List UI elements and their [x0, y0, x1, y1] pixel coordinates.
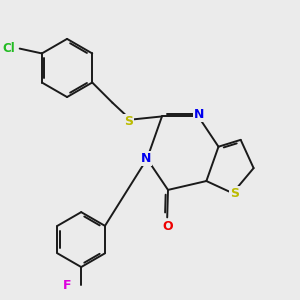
Text: Cl: Cl: [2, 42, 15, 55]
Text: O: O: [162, 220, 172, 233]
Text: S: S: [230, 188, 239, 200]
Text: N: N: [194, 108, 204, 121]
Text: S: S: [124, 115, 134, 128]
Text: N: N: [141, 152, 152, 164]
Text: F: F: [63, 279, 71, 292]
